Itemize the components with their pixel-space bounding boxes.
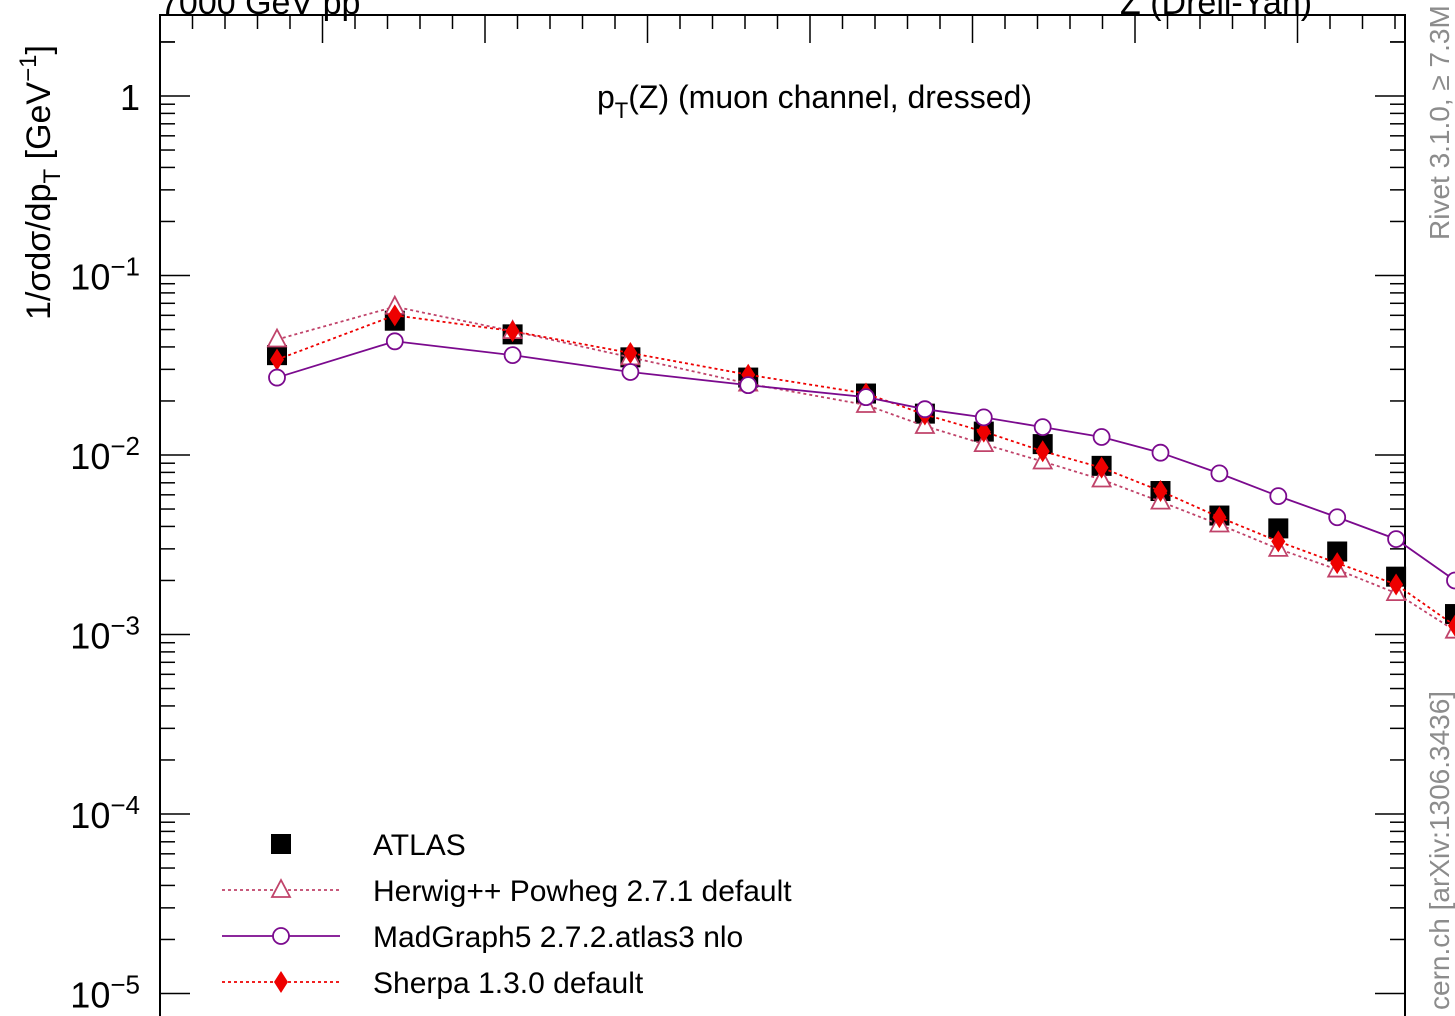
header-left: 7000 GeV pp (160, 0, 361, 22)
series-line-3 (276, 314, 1455, 627)
data-point (739, 376, 758, 395)
series-layer (266, 294, 1455, 639)
data-point (1094, 456, 1109, 479)
y-axis-label: 1/σdσ/dpT [GeV−1] (15, 45, 66, 320)
data-point (1151, 443, 1170, 462)
data-point (623, 342, 638, 365)
legend-marker (272, 927, 290, 945)
data-point (270, 348, 284, 371)
data-point (621, 363, 640, 381)
data-point (385, 332, 404, 351)
y-tick-label: 1 (120, 77, 140, 118)
legend-marker (270, 878, 292, 898)
data-point (1268, 518, 1289, 539)
data-point (974, 408, 993, 427)
data-point (1210, 464, 1229, 483)
y-tick-label: 10−2 (70, 431, 140, 477)
y-tick-label: 10−5 (70, 970, 140, 1016)
data-point (268, 368, 286, 387)
data-point (505, 320, 520, 343)
legend-label: Herwig++ Powheg 2.7.1 default (373, 875, 792, 908)
data-point (1035, 440, 1050, 463)
rivet-version-label: Rivet 3.1.0, ≥ 7.3M events (1424, 0, 1455, 240)
data-point (916, 400, 934, 419)
y-tick-label: 10−4 (70, 790, 140, 836)
data-point (1448, 614, 1455, 637)
data-point (1269, 487, 1288, 506)
data-point (1327, 541, 1348, 562)
data-point (1033, 418, 1052, 437)
legend-label: MadGraph5 2.7.2.atlas3 nlo (373, 921, 743, 954)
legend-marker (274, 971, 288, 993)
chart-title: pT(Z) (muon channel, dressed) (597, 79, 1032, 123)
legend-label: Sherpa 1.3.0 default (373, 967, 644, 1000)
header-right: Z (Drell-Yan) (1120, 0, 1313, 22)
data-point (1153, 480, 1168, 503)
data-point (1212, 506, 1227, 529)
data-point (976, 420, 991, 443)
data-point (1271, 530, 1286, 553)
legend-marker (271, 834, 291, 854)
data-point (1446, 571, 1455, 590)
data-point (1328, 508, 1347, 527)
data-point (1092, 428, 1111, 446)
data-point (1330, 552, 1345, 575)
data-point (857, 388, 875, 407)
y-tick-label: 10−3 (70, 611, 140, 657)
data-point (266, 327, 288, 348)
series-line-2 (276, 340, 1455, 582)
data-point (503, 346, 522, 365)
data-point (387, 304, 402, 327)
legend: ATLAS Herwig++ Powheg 2.7.1 default MadGra… (222, 829, 792, 1000)
series-line-1 (276, 305, 1455, 632)
legend-label: ATLAS (373, 829, 466, 862)
plot-axes: 1 10−1 10−2 10−3 10−4 10−5 1/σdσ/dpT [GeV−1] pT… (15, 14, 1406, 1016)
reference-label: cern.ch [arXiv:1306.3436] (1424, 690, 1455, 1010)
data-point (1389, 573, 1404, 596)
y-tick-label: 10−1 (70, 252, 140, 298)
data-point (1387, 530, 1405, 548)
plot-frame (159, 14, 1406, 1016)
data-point (1445, 604, 1455, 625)
series-2 (268, 332, 1455, 590)
